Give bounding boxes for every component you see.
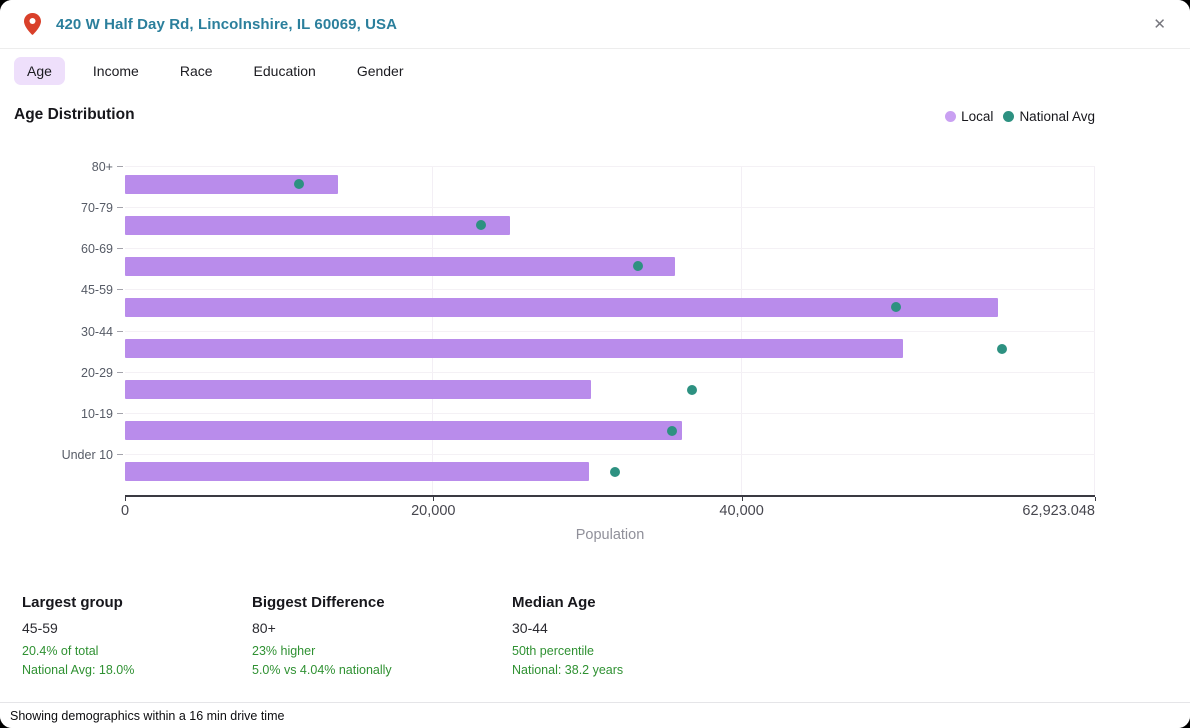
stat-title: Largest group xyxy=(22,594,123,611)
row-band-2 xyxy=(125,248,1095,289)
y-tick-mark xyxy=(117,453,123,455)
y-axis-label: 10-19 xyxy=(81,406,113,421)
x-axis-line xyxy=(125,495,1095,497)
legend-item-national-avg: National Avg xyxy=(1003,109,1095,124)
header: 420 W Half Day Rd, Lincolnshire, IL 6006… xyxy=(0,0,1190,49)
y-tick-mark xyxy=(117,207,123,209)
row-band-7 xyxy=(125,453,1095,495)
x-tick-mark xyxy=(1095,497,1096,501)
x-tick-mark xyxy=(433,497,435,501)
y-axis-label: 60-69 xyxy=(81,242,113,257)
row-band-3 xyxy=(125,289,1095,330)
age-distribution-chart: Population 80+ 70-79 60-69 45-59 30-44 20-29 1… xyxy=(0,160,1096,561)
x-tick-mark xyxy=(125,497,126,501)
stat-card-median-age: Median Age 30-44 50th percentile National: … xyxy=(512,594,623,678)
stat-card-largest-group: Largest group 45-59 20.4% of total National… xyxy=(22,594,252,678)
address-title: 420 W Half Day Rd, Lincolnshire, IL 6006… xyxy=(56,15,398,33)
stat-detail-line1: 23% higher xyxy=(252,644,316,658)
close-icon[interactable]: ✕ xyxy=(1149,13,1170,36)
location-pin-icon xyxy=(24,13,41,35)
stat-value: 45-59 xyxy=(22,620,58,636)
national-avg-dot-10-19 xyxy=(667,425,678,436)
y-axis-label: 70-79 xyxy=(81,201,113,216)
legend-dot-icon xyxy=(945,111,957,122)
tab-income[interactable]: Income xyxy=(80,57,152,85)
tab-race[interactable]: Race xyxy=(167,57,226,85)
y-tick-mark xyxy=(117,412,123,414)
row-band-4 xyxy=(125,330,1095,372)
local-bar-20-29 xyxy=(125,380,591,400)
stat-detail-line2: National: 38.2 years xyxy=(512,663,624,677)
y-axis-label: 20-29 xyxy=(81,365,113,380)
row-band-1 xyxy=(125,207,1095,248)
national-avg-dot-60-69 xyxy=(633,261,644,272)
tab-education[interactable]: Education xyxy=(241,57,329,85)
drive-time-note: Showing demographics within a 16 min dri… xyxy=(10,708,285,723)
y-tick-mark xyxy=(117,371,123,373)
national-avg-dot-20-29 xyxy=(687,384,698,395)
stat-value: 80+ xyxy=(252,620,276,636)
x-tick-label: 40,000 xyxy=(719,503,764,519)
y-tick-mark xyxy=(117,330,123,332)
local-bar-10-19 xyxy=(125,421,682,441)
local-bar-80+ xyxy=(125,174,338,194)
legend-label: National Avg xyxy=(1019,109,1095,124)
y-tick-mark xyxy=(117,289,123,291)
stat-detail-line1: 50th percentile xyxy=(512,644,595,658)
stat-detail-line2: National Avg: 18.0% xyxy=(22,663,135,677)
local-bar-30-44 xyxy=(125,339,904,358)
local-bar-70-79 xyxy=(125,215,511,235)
national-avg-dot-under-10 xyxy=(610,466,621,477)
national-avg-dot-30-44 xyxy=(997,343,1008,354)
x-tick-mark xyxy=(741,497,743,501)
row-band-0 xyxy=(125,166,1095,207)
y-axis-label: 45-59 xyxy=(81,283,113,298)
y-tick-mark xyxy=(117,166,123,167)
y-axis-label: 80+ xyxy=(91,160,113,174)
summary-stats: Largest group 45-59 20.4% of total National… xyxy=(22,594,623,678)
local-bar-45-59 xyxy=(125,297,998,317)
tab-age[interactable]: Age xyxy=(14,57,65,85)
x-tick-label: 20,000 xyxy=(411,503,456,519)
national-avg-dot-70-79 xyxy=(476,220,487,231)
row-band-5 xyxy=(125,371,1095,413)
legend-label: Local xyxy=(961,109,994,124)
national-avg-dot-45-59 xyxy=(890,302,901,313)
row-band-6 xyxy=(125,412,1095,454)
stat-title: Biggest Difference xyxy=(252,594,385,611)
y-axis-label: Under 10 xyxy=(61,447,113,462)
stat-detail-line2: 5.0% vs 4.04% nationally xyxy=(252,663,392,677)
legend-dot-icon xyxy=(1003,111,1015,122)
x-tick-label: 0 xyxy=(120,503,130,519)
chart-title: Age Distribution xyxy=(14,106,135,123)
footer-bar: Showing demographics within a 16 min dri… xyxy=(0,702,1190,728)
tab-gender[interactable]: Gender xyxy=(344,57,417,85)
plot-area xyxy=(125,166,1095,495)
tab-bar: Age Income Race Education Gender xyxy=(14,57,417,85)
x-tick-label: 62,923.048 xyxy=(1022,503,1095,519)
chart-legend: Local National Avg xyxy=(945,109,1095,124)
stat-card-biggest-difference: Biggest Difference 80+ 23% higher 5.0% vs 4… xyxy=(252,594,512,678)
national-avg-dot-80+ xyxy=(294,179,305,189)
local-bar-under-10 xyxy=(125,462,589,482)
y-tick-mark xyxy=(117,248,123,250)
local-bar-60-69 xyxy=(125,256,676,276)
stat-detail-line1: 20.4% of total xyxy=(22,644,99,658)
x-axis-label: Population xyxy=(575,527,645,543)
y-axis-label: 30-44 xyxy=(81,324,113,339)
stat-title: Median Age xyxy=(512,594,596,611)
stat-value: 30-44 xyxy=(512,620,548,636)
legend-item-local: Local xyxy=(945,109,993,124)
